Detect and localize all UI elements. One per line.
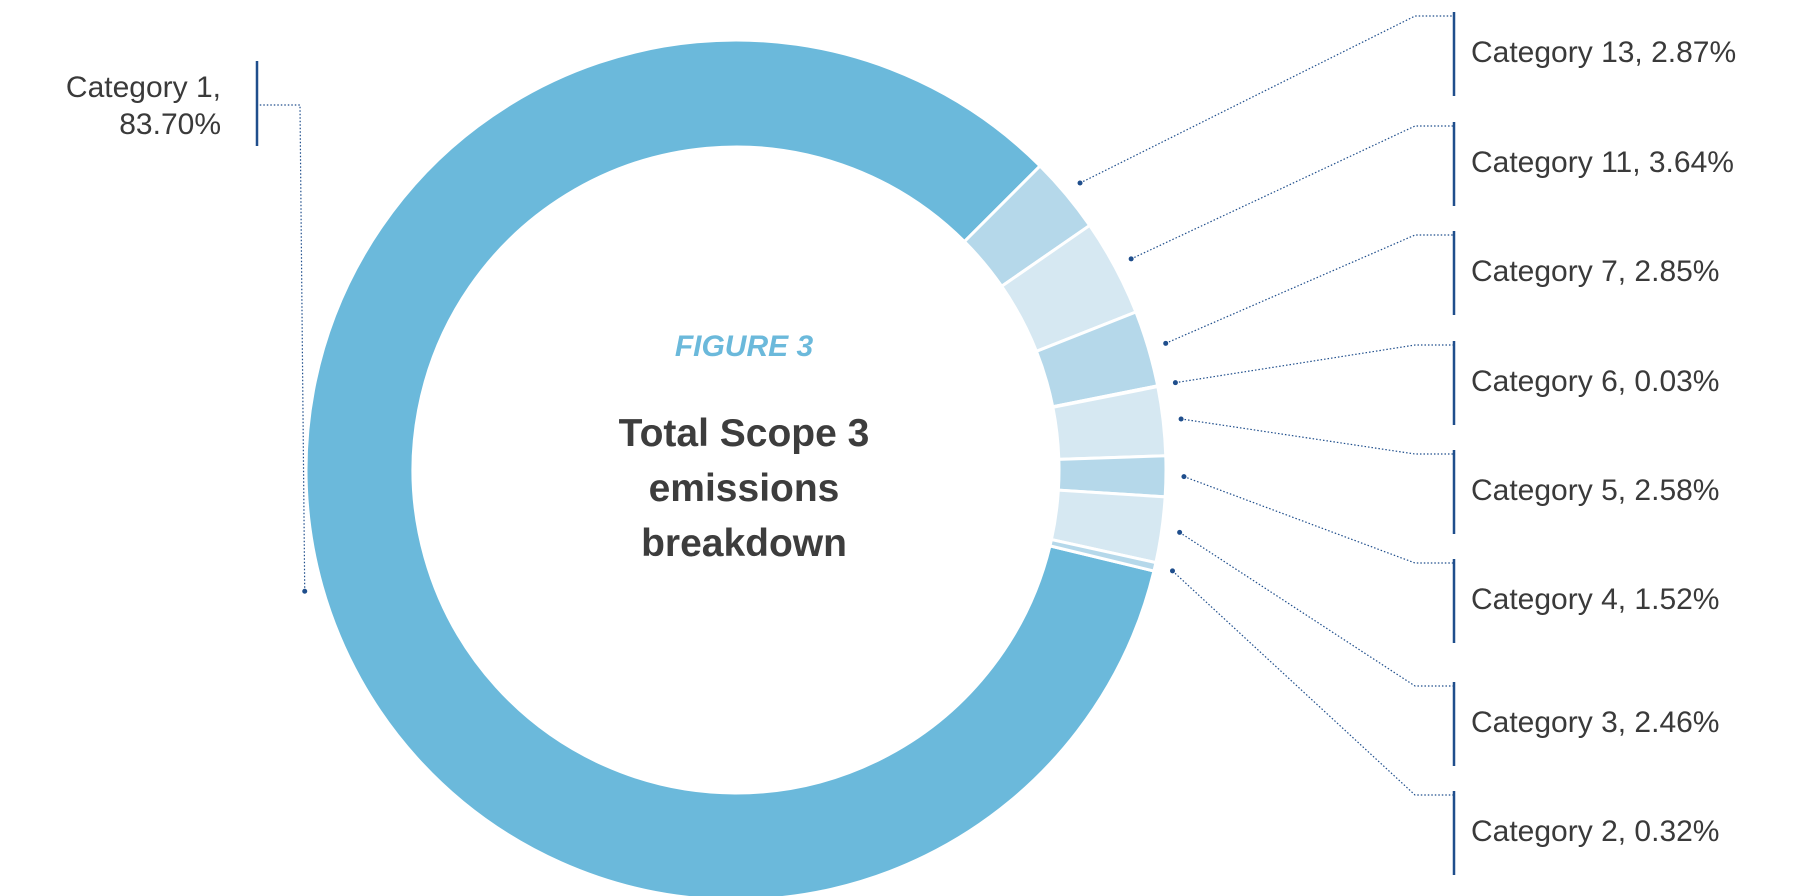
leader-dot bbox=[1077, 180, 1083, 186]
leader-line bbox=[1183, 476, 1454, 564]
label-line: Category 1, bbox=[66, 71, 221, 104]
slice-label: Category 7, 2.85% bbox=[1471, 255, 1719, 288]
leader-line bbox=[1165, 234, 1454, 344]
slice-label: Category 4, 1.52% bbox=[1471, 583, 1719, 616]
leader-dot bbox=[302, 588, 308, 594]
leader-dot bbox=[1177, 529, 1183, 535]
leader-dot bbox=[1163, 340, 1169, 346]
leader-line bbox=[1172, 570, 1454, 796]
leader-dot bbox=[1178, 416, 1184, 422]
slice-label: Category 1, 83.70% bbox=[66, 71, 221, 141]
leader-line bbox=[1130, 125, 1454, 260]
leader-dot bbox=[1172, 380, 1178, 386]
slice-label: Category 3, 2.46% bbox=[1471, 706, 1719, 739]
leader-line bbox=[1079, 15, 1454, 184]
slice-label: Category 13, 2.87% bbox=[1471, 36, 1736, 69]
center-text: FIGURE 3 Total Scope 3 emissions breakdo… bbox=[584, 330, 904, 571]
leader-dot bbox=[1128, 256, 1134, 262]
leader-dot bbox=[1181, 474, 1187, 480]
slice-label: Category 2, 0.32% bbox=[1471, 815, 1719, 848]
label-line: 83.70% bbox=[119, 108, 221, 141]
slice-label: Category 6, 0.03% bbox=[1471, 365, 1719, 398]
leader-line bbox=[257, 104, 306, 592]
leader-line bbox=[1175, 344, 1454, 384]
leader-line bbox=[1180, 418, 1454, 455]
slice-label: Category 5, 2.58% bbox=[1471, 474, 1719, 507]
slice-label: Category 11, 3.64% bbox=[1471, 146, 1734, 179]
figure-label: FIGURE 3 bbox=[674, 330, 814, 363]
chart-title: Total Scope 3 emissions breakdown bbox=[618, 412, 870, 565]
leader-line bbox=[1179, 531, 1454, 687]
donut-segment bbox=[304, 38, 1156, 896]
leader-dot bbox=[1169, 568, 1175, 574]
donut-segment bbox=[1048, 537, 1158, 573]
